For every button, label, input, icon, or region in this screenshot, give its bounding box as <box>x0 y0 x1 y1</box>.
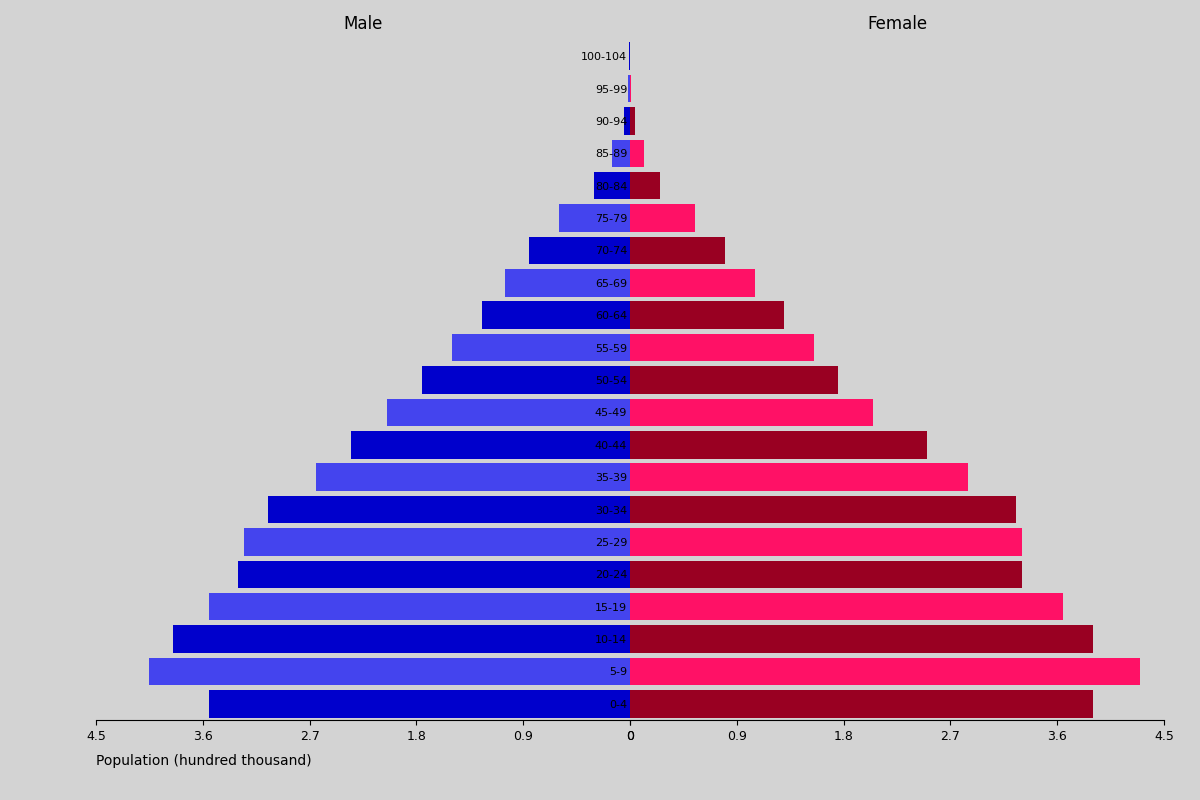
Bar <box>630 107 635 134</box>
Bar <box>529 237 630 264</box>
Bar <box>268 496 630 523</box>
Bar <box>630 366 838 394</box>
Bar <box>630 302 785 329</box>
Bar <box>630 528 1021 556</box>
Bar <box>630 237 725 264</box>
Text: Population (hundred thousand): Population (hundred thousand) <box>96 754 312 768</box>
Bar <box>239 561 630 588</box>
Bar <box>594 172 630 199</box>
Bar <box>209 690 630 718</box>
Bar <box>505 269 630 297</box>
Bar <box>422 366 630 394</box>
Title: Female: Female <box>866 15 928 33</box>
Bar <box>628 75 630 102</box>
Bar <box>630 269 755 297</box>
Bar <box>630 690 1093 718</box>
Bar <box>624 107 630 134</box>
Bar <box>630 204 695 232</box>
Bar <box>316 463 630 491</box>
Bar <box>630 658 1140 685</box>
Bar <box>630 561 1021 588</box>
Bar <box>630 496 1015 523</box>
Bar <box>209 593 630 621</box>
Bar <box>630 593 1063 621</box>
Bar <box>150 658 630 685</box>
Bar <box>352 431 630 458</box>
Bar <box>630 626 1093 653</box>
Bar <box>630 463 968 491</box>
Bar <box>173 626 630 653</box>
Bar <box>386 398 630 426</box>
Bar <box>612 139 630 167</box>
Bar <box>630 334 814 362</box>
Bar <box>559 204 630 232</box>
Bar <box>630 431 926 458</box>
Bar <box>452 334 630 362</box>
Bar <box>245 528 630 556</box>
Bar <box>630 172 660 199</box>
Bar <box>630 398 874 426</box>
Title: Male: Male <box>343 15 383 33</box>
Bar <box>630 139 644 167</box>
Bar <box>481 302 630 329</box>
